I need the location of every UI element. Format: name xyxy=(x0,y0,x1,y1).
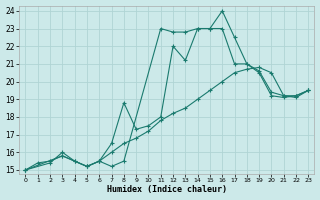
X-axis label: Humidex (Indice chaleur): Humidex (Indice chaleur) xyxy=(107,185,227,194)
